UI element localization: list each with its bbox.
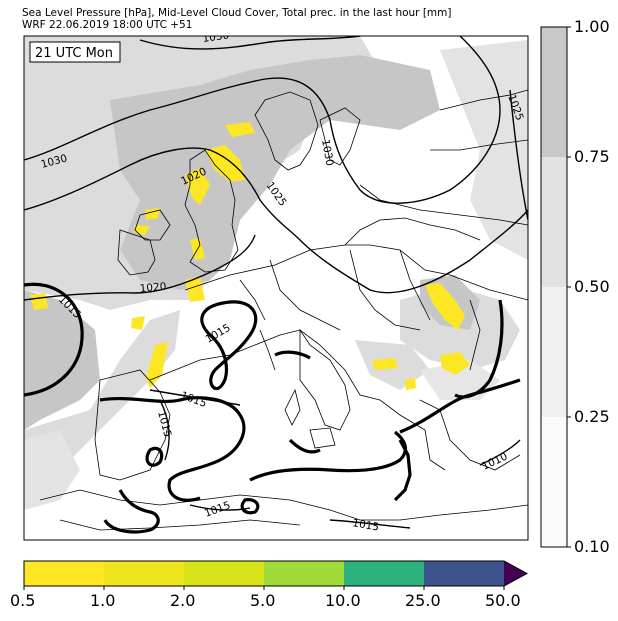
svg-text:1030: 1030 xyxy=(319,138,335,166)
precip-tick-label: 50.0 xyxy=(485,591,521,610)
isobars-1015-thick xyxy=(24,282,521,534)
cloud-tick-label: 0.50 xyxy=(574,277,610,296)
precip-band-4 xyxy=(264,561,344,586)
precip-tick-label: 5.0 xyxy=(250,591,276,610)
cloud-band-1 xyxy=(541,27,567,157)
precipitation-layer xyxy=(30,122,470,390)
precip-band-3 xyxy=(184,561,264,586)
map-frame xyxy=(23,35,529,541)
cloud-band-4 xyxy=(541,417,567,547)
cloud-band-3 xyxy=(541,287,567,417)
cloud-tick-label: 1.00 xyxy=(574,17,610,36)
precip-band-5 xyxy=(344,561,424,586)
cloud-tick-label: 0.75 xyxy=(574,147,610,166)
cloud-tick-label: 0.25 xyxy=(574,407,610,426)
precip-band-1 xyxy=(24,561,104,586)
valid-time-box xyxy=(29,41,121,63)
precip-band-2 xyxy=(104,561,184,586)
precip-tick-label: 1.0 xyxy=(90,591,116,610)
isobars-1015 xyxy=(149,389,521,529)
precip-extend-arrow xyxy=(504,561,527,586)
precip-colorbar xyxy=(23,560,529,590)
map-layers: 1030 1030 1020 1030 1025 1025 1020 1015 … xyxy=(24,29,528,534)
isobars xyxy=(24,36,528,301)
model-run-subtitle: WRF 22.06.2019 18:00 UTC +51 xyxy=(22,19,193,31)
precip-tick-label: 25.0 xyxy=(405,591,441,610)
cloud-cover-colorbar xyxy=(540,26,571,548)
precip-tick-label: 2.0 xyxy=(170,591,196,610)
cloud-band-2 xyxy=(541,157,567,287)
valid-time-label: 21 UTC Mon xyxy=(35,46,113,61)
precip-band-6 xyxy=(424,561,504,586)
svg-text:1015: 1015 xyxy=(351,517,379,533)
chart-title: Sea Level Pressure [hPa], Mid-Level Clou… xyxy=(22,7,452,19)
cloud-tick-label: 0.10 xyxy=(574,537,610,556)
precip-tick-label: 10.0 xyxy=(325,591,361,610)
svg-text:1030: 1030 xyxy=(202,29,230,45)
svg-text:1020: 1020 xyxy=(139,281,167,295)
precip-tick-label: 0.5 xyxy=(10,591,36,610)
